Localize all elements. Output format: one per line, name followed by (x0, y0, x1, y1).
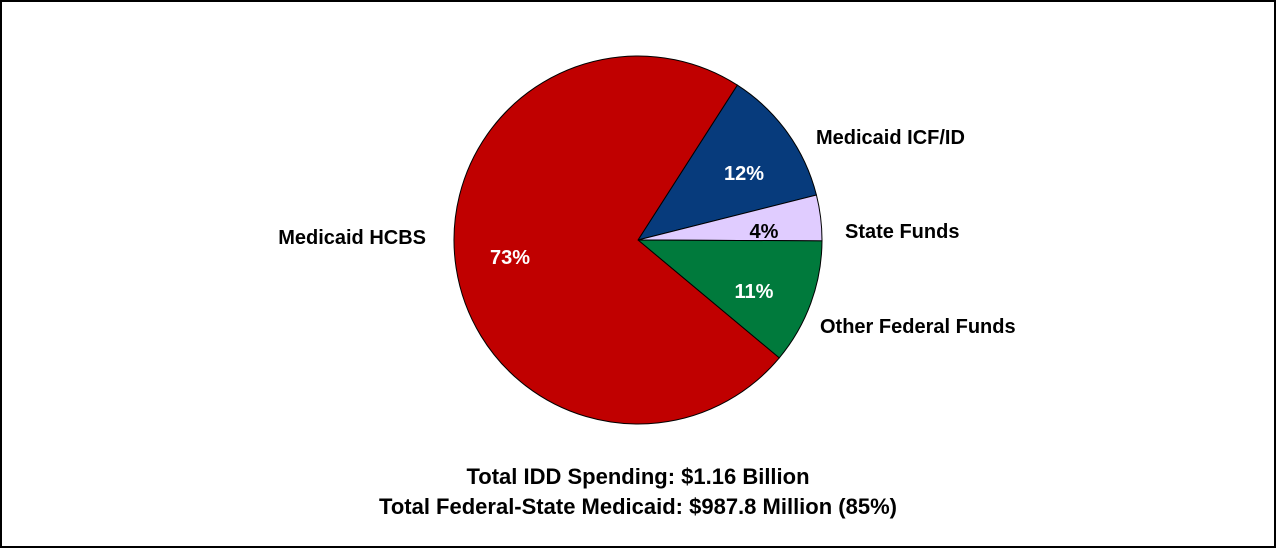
pie-category-label: Other Federal Funds (820, 316, 1016, 338)
pie-percent-label: 4% (750, 221, 779, 243)
total-idd-spending-text: Total IDD Spending: $1.16 Billion (466, 464, 810, 489)
total-medicaid-text: Total Federal-State Medicaid: $987.8 Mil… (379, 494, 897, 519)
pie-slice-medicaid-hcbs (453, 55, 780, 425)
pie-percent-label: 12% (724, 163, 764, 185)
pie-category-label: State Funds (845, 221, 959, 243)
pie-percent-label: 11% (735, 281, 774, 303)
pie-slice-other-federal-funds (636, 239, 823, 359)
pie-category-label: Medicaid ICF/ID (816, 127, 965, 149)
pie-slice-medicaid-icf-id (636, 84, 818, 241)
pie-category-label: Medicaid HCBS (278, 227, 426, 249)
pie-percent-label: 73% (490, 247, 530, 269)
